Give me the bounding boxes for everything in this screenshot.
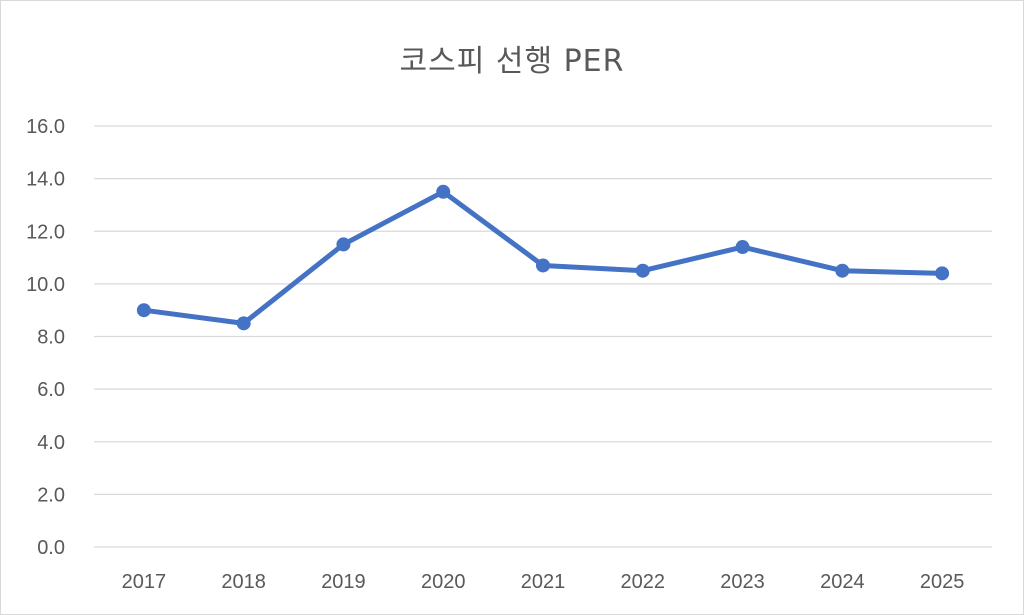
- data-point: [136, 303, 151, 318]
- data-point: [236, 316, 251, 331]
- data-point: [336, 237, 351, 252]
- x-tick-label: 2019: [321, 571, 366, 593]
- chart-title: 코스피 선행 PER: [399, 44, 625, 79]
- x-axis-tick-labels: 2017 2018 2019 2020 2021 2022 2023 2024 2025: [122, 571, 965, 593]
- x-tick-label: 2021: [521, 571, 566, 593]
- x-tick-label: 2018: [221, 571, 266, 593]
- data-point: [536, 258, 550, 273]
- y-tick-label: 14.0: [26, 169, 65, 191]
- y-tick-label: 0.0: [37, 537, 65, 559]
- x-tick-label: 2022: [621, 571, 666, 593]
- y-tick-label: 10.0: [26, 274, 65, 296]
- x-tick-label: 2025: [920, 571, 965, 593]
- gridlines: [94, 125, 992, 548]
- data-point: [635, 263, 650, 278]
- x-tick-label: 2024: [820, 571, 865, 593]
- y-tick-label: 8.0: [37, 327, 65, 349]
- x-tick-label: 2020: [421, 571, 466, 593]
- y-tick-label: 6.0: [37, 379, 65, 401]
- data-point: [935, 266, 950, 281]
- series-line: [141, 189, 945, 326]
- y-axis-tick-labels: 0.0 2.0 4.0 6.0 8.0 10.0 12.0 14.0 16.0: [26, 116, 65, 559]
- data-point: [835, 263, 850, 278]
- y-tick-label: 16.0: [26, 116, 65, 138]
- data-point: [735, 240, 750, 255]
- x-tick-label: 2017: [122, 571, 167, 593]
- x-tick-label: 2023: [720, 571, 765, 593]
- data-point: [436, 184, 451, 199]
- y-tick-label: 12.0: [26, 221, 65, 243]
- data-series: [136, 184, 950, 331]
- y-tick-label: 4.0: [37, 432, 65, 454]
- y-tick-label: 2.0: [37, 484, 65, 506]
